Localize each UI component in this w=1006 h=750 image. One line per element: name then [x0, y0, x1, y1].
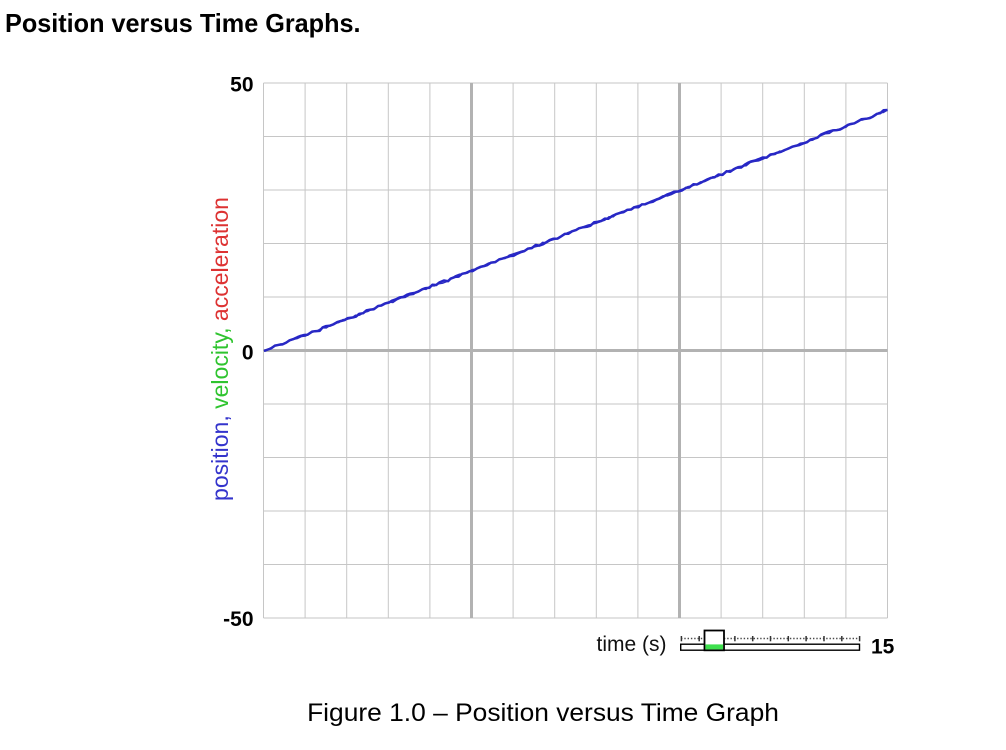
svg-text:15: 15: [871, 636, 895, 659]
svg-text:0: 0: [242, 342, 254, 365]
svg-text:50: 50: [230, 74, 253, 97]
svg-text:time (s): time (s): [597, 633, 667, 656]
svg-text:-50: -50: [223, 608, 253, 631]
svg-text:position, velocity, accelerati: position, velocity, acceleration: [207, 197, 233, 501]
